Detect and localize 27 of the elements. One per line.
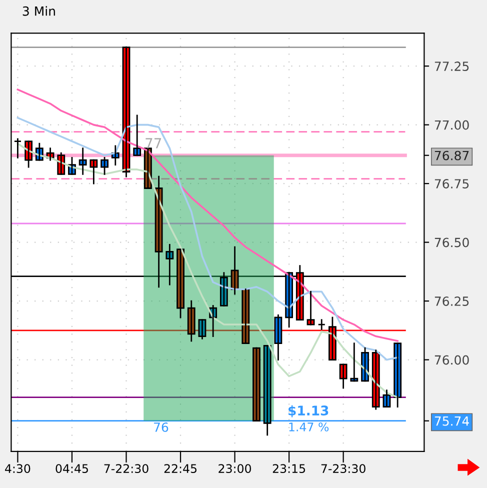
x-tick-label: 04:45 [56, 464, 88, 474]
candlestick [14, 138, 22, 158]
chart-title: 3 Min [22, 6, 55, 16]
annotation: 76 [154, 422, 168, 432]
x-tick-label: 4:30 [5, 464, 30, 474]
y-tick-label: 76.75 [434, 179, 469, 188]
x-tick-label: 7-23:30 [321, 464, 366, 474]
candlestick [252, 347, 260, 422]
y-tick-label: 76.00 [434, 355, 469, 365]
annotation: 1.47 % [289, 422, 329, 432]
annotation: $1.13 [288, 405, 328, 418]
x-tick-label: 23:15 [272, 464, 306, 474]
y-tick-label: 77.25 [434, 62, 469, 72]
y-tick-label: 75.74 [434, 416, 469, 426]
candlestick [100, 157, 108, 175]
candlestick [242, 288, 250, 344]
y-tick-label: 76.87 [434, 150, 469, 160]
y-tick-label: 77.00 [434, 120, 469, 130]
y-tick-label: 76.50 [434, 238, 469, 248]
x-tick-label: 23:00 [218, 464, 252, 474]
candlestick [318, 319, 326, 330]
line-series [16, 116, 398, 361]
x-tick-label: 7-22:30 [104, 464, 148, 474]
y-tick-label: 76.25 [434, 296, 469, 306]
annotation: 77 [146, 138, 162, 148]
line-series [16, 88, 398, 342]
x-tick-label: 22:45 [164, 464, 196, 474]
